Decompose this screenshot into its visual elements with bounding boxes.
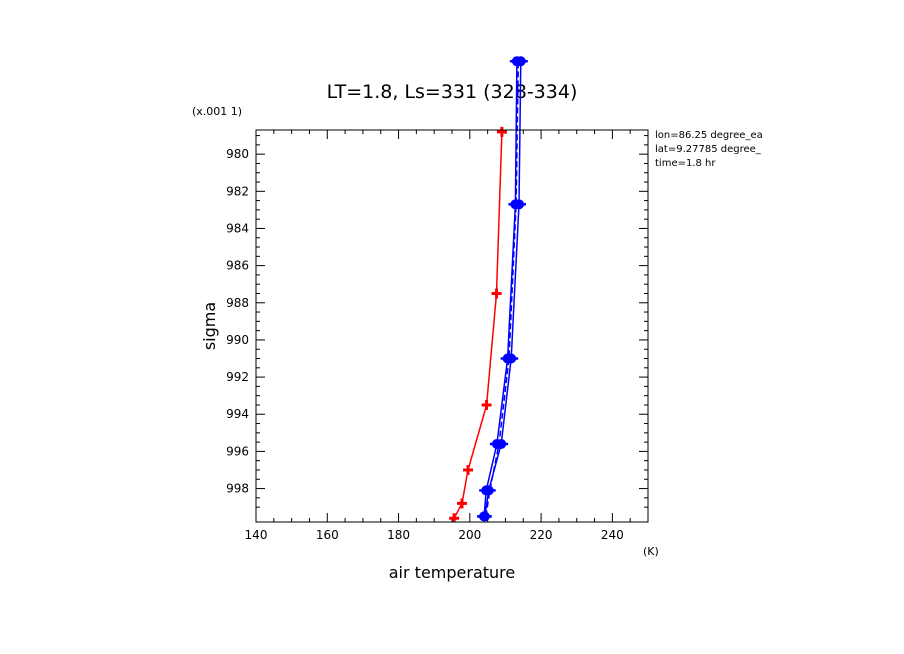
series-3 (485, 61, 520, 517)
data-point (496, 126, 507, 137)
data-point (463, 464, 474, 475)
series-line (485, 61, 520, 517)
info-line-time: time=1.8 hr (655, 158, 716, 169)
y-tick-label: 990 (226, 333, 249, 347)
y-tick-label: 980 (226, 147, 249, 161)
y-tick-label: 998 (226, 482, 249, 496)
x-unit-label: (K) (643, 545, 659, 558)
x-tick-label: 140 (245, 528, 268, 542)
x-axis-label: air temperature (389, 563, 515, 582)
series-2 (477, 56, 524, 522)
y-tick-label: 996 (226, 444, 249, 458)
x-tick-label: 220 (530, 528, 553, 542)
data-point (456, 498, 467, 509)
x-tick-label: 160 (316, 528, 339, 542)
x-tick-label: 240 (601, 528, 624, 542)
x-tick-label: 180 (387, 528, 410, 542)
data-point (491, 288, 502, 299)
y-tick-label: 992 (226, 370, 249, 384)
y-tick-label: 982 (226, 184, 249, 198)
y-tick-label: 986 (226, 259, 249, 273)
info-line-lon: lon=86.25 degree_ea (655, 130, 763, 141)
y-axis-label: sigma (200, 302, 219, 350)
y-tick-label: 984 (226, 221, 249, 235)
series-1 (477, 56, 528, 522)
chart-title: LT=1.8, Ls=331 (328-334) (327, 81, 578, 103)
series-0 (449, 126, 507, 522)
x-tick-label: 200 (458, 528, 481, 542)
info-line-lat: lat=9.27785 degree_ (655, 144, 762, 155)
y-tick-label: 988 (226, 296, 249, 310)
plot-frame (255, 129, 649, 523)
series-line (453, 131, 503, 519)
y-unit-label: (x.001 1) (192, 105, 242, 118)
data-point (481, 399, 492, 410)
y-tick-label: 994 (226, 407, 249, 421)
